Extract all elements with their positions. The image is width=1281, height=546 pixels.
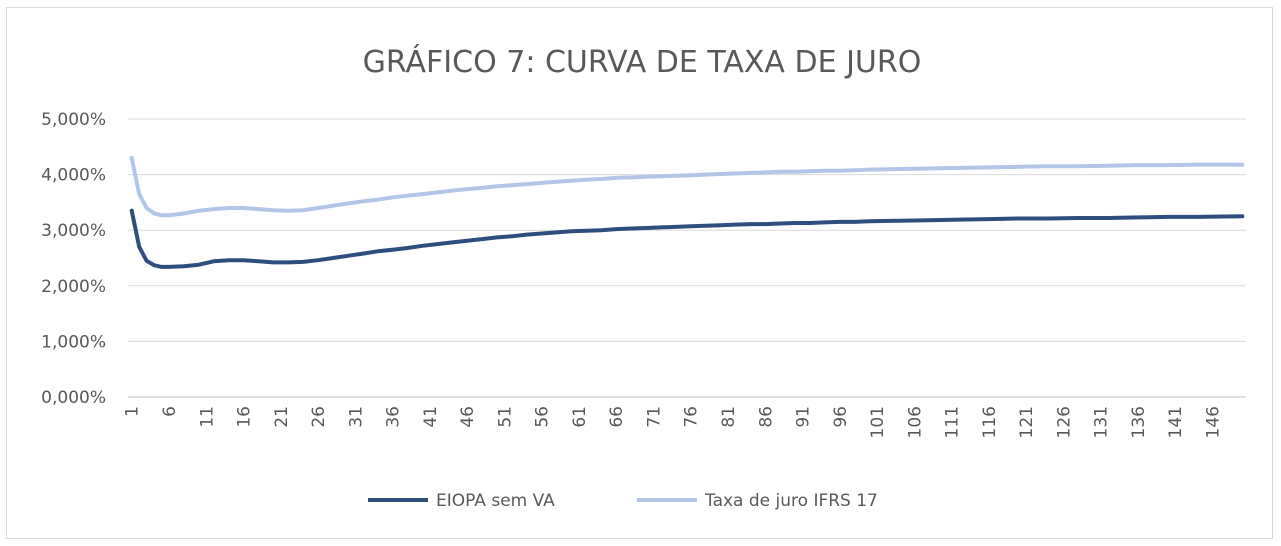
x-tick-label: 146 <box>1203 406 1223 438</box>
x-tick-label: 131 <box>1092 406 1112 438</box>
x-tick-label: 61 <box>570 406 590 428</box>
x-tick-label: 121 <box>1017 406 1037 438</box>
x-tick-label: 86 <box>756 406 776 428</box>
x-tick-label: 1 <box>123 406 143 417</box>
x-tick-label: 31 <box>346 406 366 428</box>
series-line-1 <box>129 208 1245 269</box>
series-line-2 <box>129 155 1245 218</box>
y-tick-label: 5,000% <box>41 110 106 130</box>
x-tick-label: 126 <box>1054 406 1074 438</box>
x-tick-label: 101 <box>868 406 888 438</box>
x-tick-label: 66 <box>607 406 627 428</box>
y-axis-ticks: 0,000% 1,000% 2,000% 3,000% 4,000% 5,000% <box>41 110 106 408</box>
x-tick-label: 11 <box>197 406 217 428</box>
x-tick-label: 36 <box>384 406 404 428</box>
x-tick-label: 51 <box>495 406 515 428</box>
chart-title: GRÁFICO 7: CURVA DE TAXA DE JURO <box>363 44 922 80</box>
y-tick-label: 2,000% <box>41 277 106 297</box>
legend-label: EIOPA sem VA <box>436 491 555 511</box>
x-tick-label: 76 <box>682 406 702 428</box>
chart-area <box>6 7 1273 539</box>
x-tick-label: 111 <box>943 406 963 438</box>
x-tick-label: 141 <box>1166 406 1186 438</box>
x-tick-label: 41 <box>421 406 441 428</box>
x-tick-label: 21 <box>272 406 292 428</box>
x-tick-label: 116 <box>980 406 1000 438</box>
y-tick-label: 0,000% <box>41 388 106 408</box>
legend: EIOPA sem VA Taxa de juro IFRS 17 <box>368 491 878 511</box>
x-tick-label: 91 <box>794 406 814 428</box>
x-tick-label: 81 <box>719 406 739 428</box>
x-tick-label: 71 <box>644 406 664 428</box>
y-tick-label: 1,000% <box>41 332 106 352</box>
series-lines <box>129 155 1245 269</box>
x-tick-label: 56 <box>533 406 553 428</box>
x-tick-label: 6 <box>160 406 180 417</box>
x-tick-label: 96 <box>831 406 851 428</box>
x-axis-ticks: 1 6 11 16 21 26 31 36 41 46 51 56 61 66 71 76 81 86 91 96 10… <box>123 406 1224 438</box>
x-tick-label: 26 <box>309 406 329 428</box>
gridlines <box>128 118 1246 398</box>
legend-label: Taxa de juro IFRS 17 <box>704 491 878 511</box>
y-tick-label: 4,000% <box>41 166 106 186</box>
x-tick-label: 136 <box>1129 406 1149 438</box>
x-tick-label: 16 <box>235 406 255 428</box>
y-tick-label: 3,000% <box>41 221 106 241</box>
x-tick-label: 46 <box>458 406 478 428</box>
x-tick-label: 106 <box>905 406 925 438</box>
